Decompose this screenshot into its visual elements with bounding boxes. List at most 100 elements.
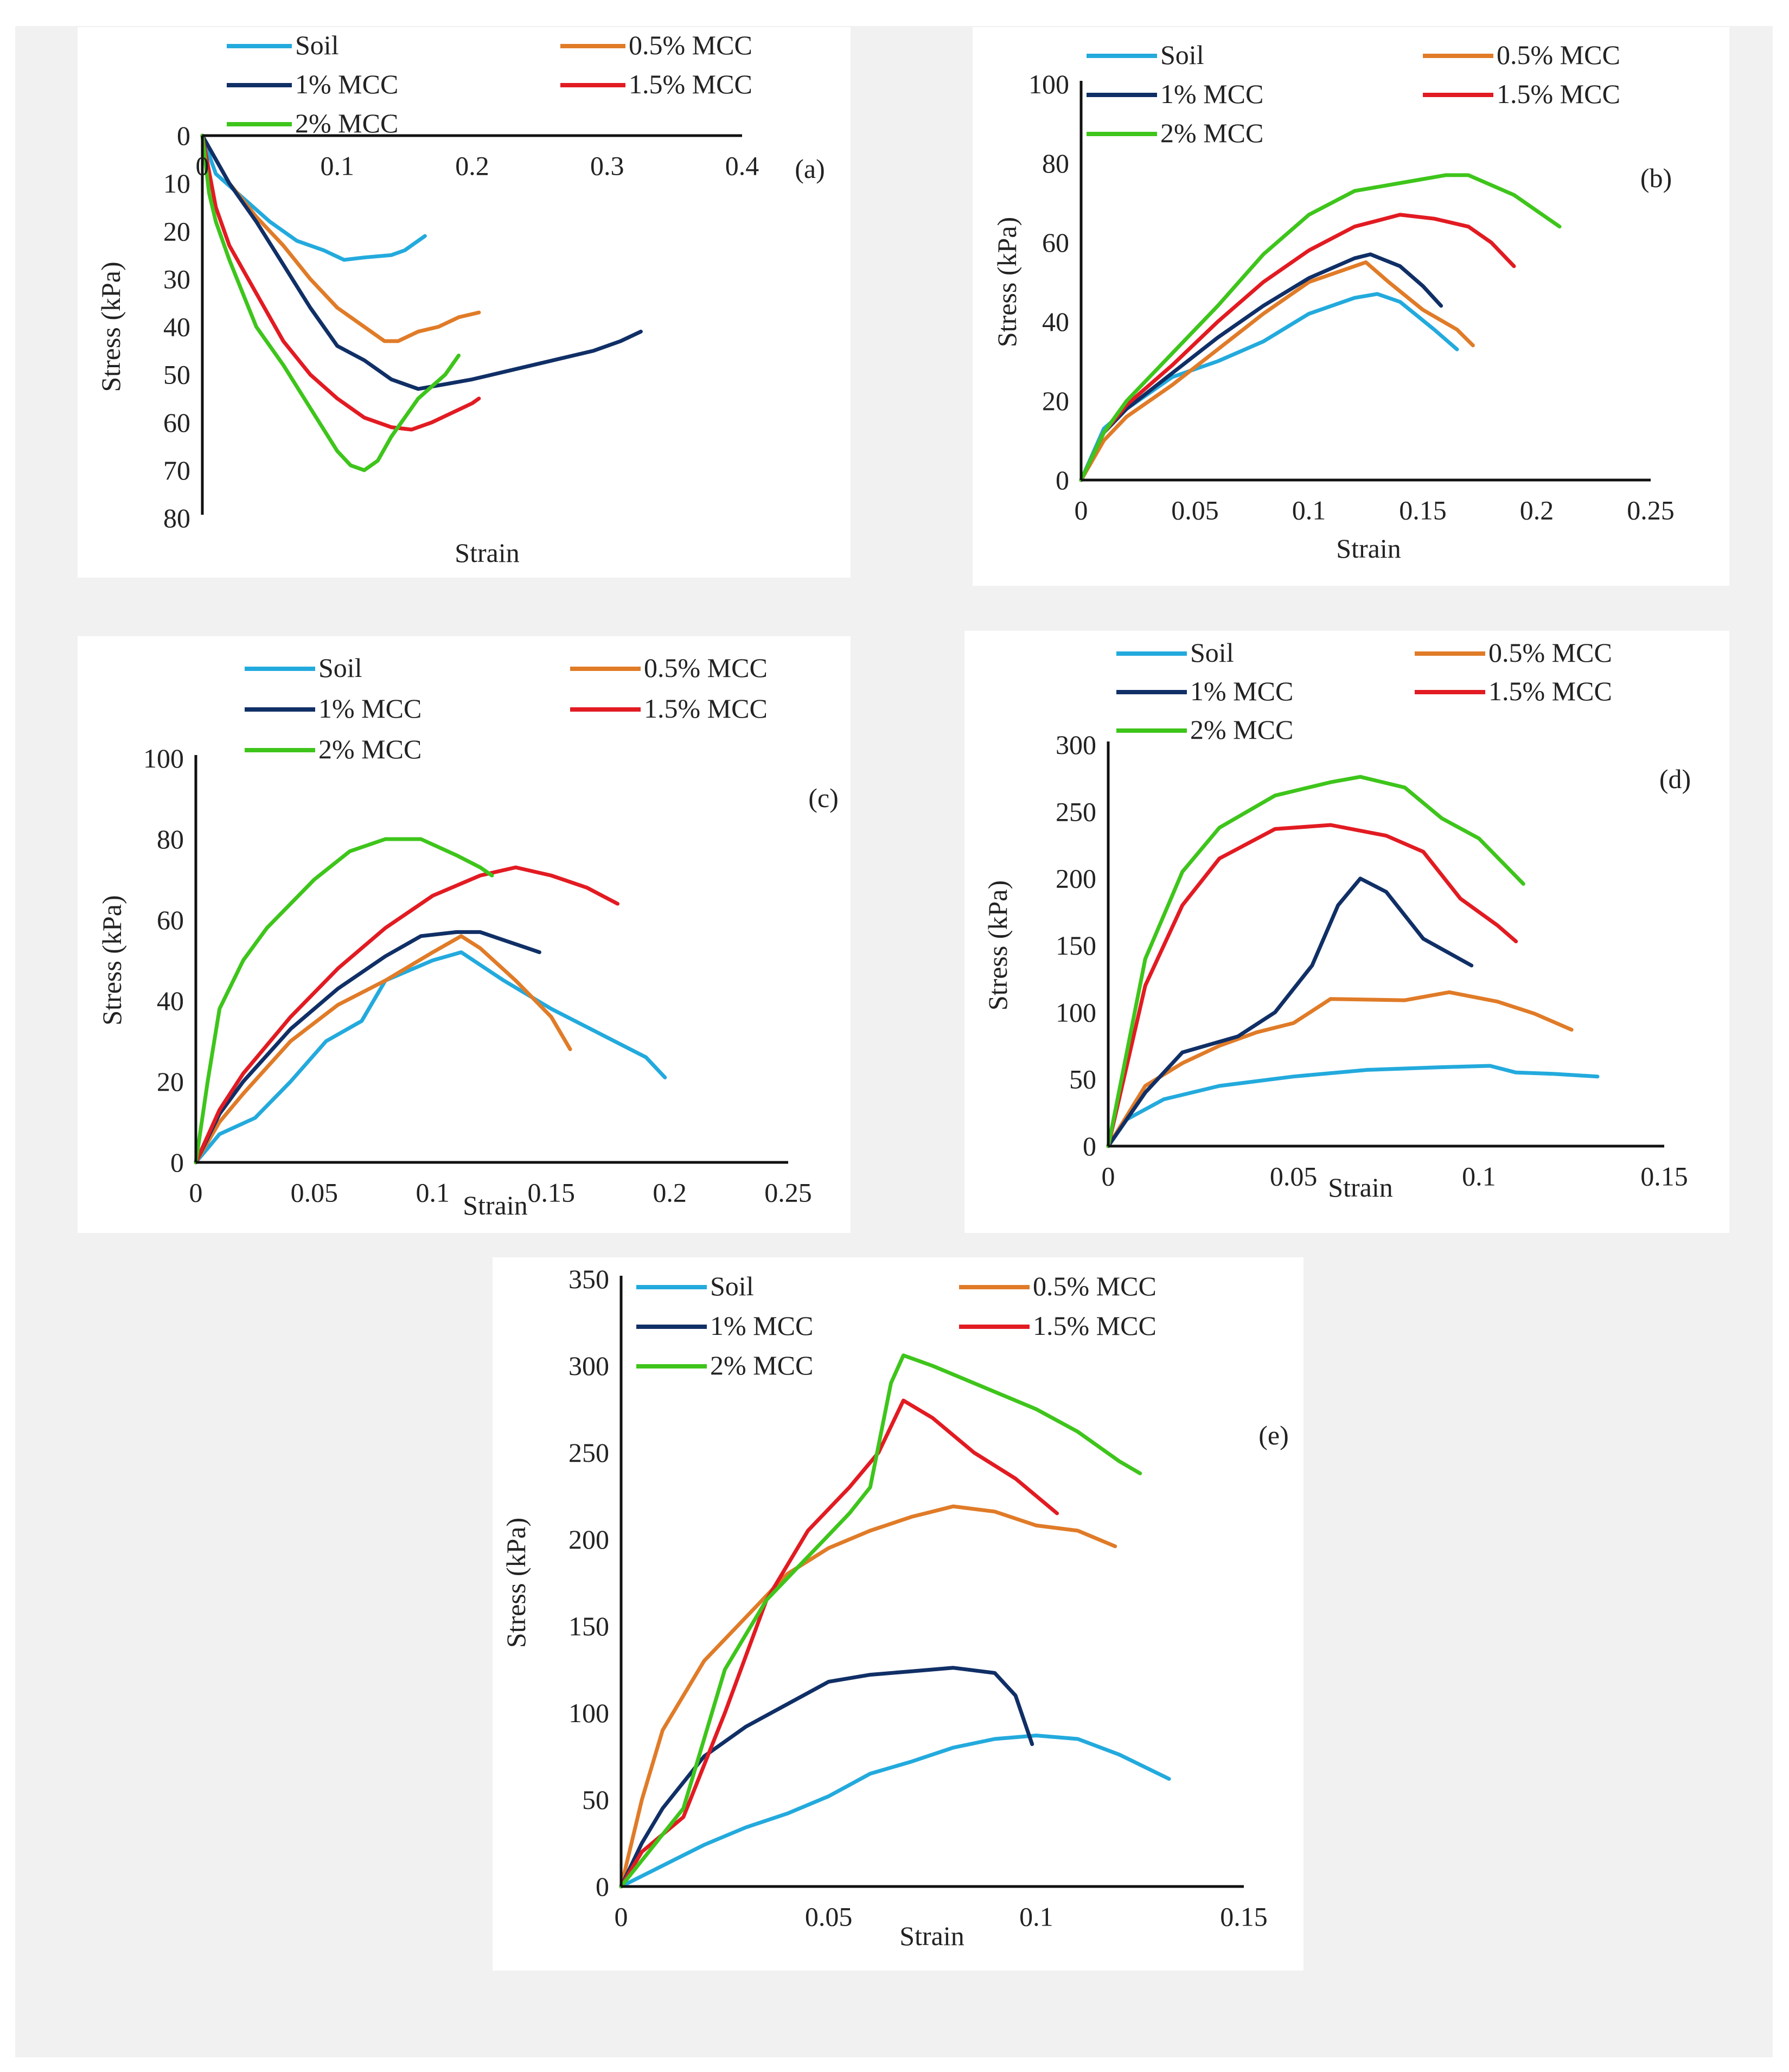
series-line-mcc2 [1106, 775, 1525, 1148]
x-tick-label: 0 [615, 1902, 628, 1932]
legend-label-mcc15: 1.5% MCC [644, 693, 768, 724]
y-tick-label: 250 [1056, 796, 1096, 827]
x-tick-label: 0.1 [1292, 495, 1326, 526]
x-tick-label: 0.15 [527, 1178, 574, 1208]
legend-label-mcc05: 0.5% MCC [629, 30, 752, 60]
y-tick-label: 300 [568, 1351, 609, 1381]
x-axis-title: Strain [899, 1921, 964, 1951]
y-tick-label: 0 [170, 1147, 184, 1178]
series-line-mcc05 [1079, 260, 1475, 482]
x-axis-title: Strain [1328, 1172, 1392, 1203]
series-line-soil [619, 1734, 1171, 1889]
legend-label-mcc1: 1% MCC [295, 69, 398, 99]
chart-b: 0 20 40 60 80 100 0 0.05 0.1 0.15 0.2 0.25 Strain Str… [992, 40, 1675, 564]
legend-label-soil: Soil [295, 30, 339, 60]
y-tick-label: 150 [568, 1611, 609, 1641]
legend-label-mcc2: 2% MCC [1160, 118, 1263, 148]
panel-e: 0 50 100 150 200 250 300 350 0 0.05 0.1 0.15 Strain S… [493, 1257, 1304, 1971]
series-line-mcc15 [1079, 213, 1516, 482]
x-axis-title: Strain [1336, 533, 1401, 564]
y-axis-title: Stress (kPa) [501, 1518, 531, 1648]
panel-label: (d) [1659, 764, 1691, 794]
x-tick-label: 0.15 [1220, 1902, 1268, 1932]
legend-label-mcc2: 2% MCC [1190, 714, 1293, 745]
legend-label-mcc1: 1% MCC [1160, 79, 1263, 109]
y-tick-label: 80 [163, 503, 190, 533]
y-tick-label: 40 [163, 312, 190, 342]
y-tick-label: 80 [1042, 148, 1069, 178]
series-line-mcc2 [619, 1353, 1142, 1889]
series-line-mcc15 [1106, 823, 1518, 1148]
y-tick-label: 20 [1042, 386, 1069, 416]
series-line-mcc15 [194, 865, 619, 1165]
y-tick-label: 60 [1042, 227, 1069, 258]
x-tick-label: 0.2 [1520, 495, 1554, 526]
y-tick-label: 200 [1056, 864, 1096, 894]
x-tick-label: 0.15 [1399, 495, 1447, 526]
x-tick-label: 0.25 [764, 1178, 812, 1208]
x-tick-label: 0.3 [590, 151, 624, 181]
x-tick-label: 0.1 [416, 1178, 450, 1208]
chart-c: 0 20 40 60 80 100 0 0.05 0.1 0.15 0.2 0.25 Strain Str… [97, 653, 839, 1220]
panel-b: 0 20 40 60 80 100 0 0.05 0.1 0.15 0.2 0.25 Strain Str… [973, 27, 1729, 586]
y-tick-label: 100 [1056, 997, 1096, 1027]
y-tick-label: 200 [568, 1524, 609, 1555]
series-line-mcc1 [1079, 252, 1443, 482]
y-tick-label: 60 [157, 905, 184, 935]
legend-label-mcc05: 0.5% MCC [1488, 637, 1612, 668]
legend-label-mcc1: 1% MCC [710, 1310, 813, 1341]
x-axis-title: Strain [463, 1190, 527, 1220]
legend-label-soil: Soil [1190, 637, 1234, 668]
series-line-mcc15 [200, 133, 481, 432]
legend-label-mcc15: 1.5% MCC [1033, 1310, 1157, 1341]
y-tick-label: 0 [596, 1871, 609, 1902]
x-tick-label: 0.05 [805, 1902, 853, 1932]
y-tick-label: 40 [1042, 306, 1069, 337]
series-line-mcc05 [200, 133, 481, 343]
x-tick-label: 0 [1102, 1161, 1115, 1192]
y-tick-label: 50 [163, 360, 190, 390]
y-tick-label: 50 [1069, 1064, 1096, 1095]
series-line-mcc1 [200, 133, 643, 391]
legend-label-mcc1: 1% MCC [1190, 676, 1293, 706]
y-axis-title: Stress (kPa) [95, 261, 126, 392]
series-line-mcc1 [194, 930, 541, 1165]
legend-label-mcc15: 1.5% MCC [1497, 79, 1620, 109]
series-line-mcc1 [1106, 877, 1474, 1148]
y-tick-label: 350 [568, 1264, 609, 1294]
y-tick-label: 100 [143, 743, 184, 773]
series-line-soil [200, 133, 427, 262]
y-tick-label: 0 [1083, 1131, 1096, 1161]
series-line-mcc05 [1106, 990, 1574, 1148]
y-tick-label: 250 [568, 1437, 609, 1468]
x-tick-label: 0 [1075, 495, 1088, 526]
panel-label: (e) [1258, 1420, 1289, 1450]
legend-label-mcc15: 1.5% MCC [1488, 676, 1612, 706]
y-tick-label: 80 [157, 824, 184, 854]
x-tick-label: 0.2 [653, 1178, 687, 1208]
panel-c: 0 20 40 60 80 100 0 0.05 0.1 0.15 0.2 0.25 Strain Str… [78, 636, 851, 1233]
y-tick-label: 20 [157, 1066, 184, 1097]
legend-label-mcc2: 2% MCC [710, 1350, 813, 1380]
x-tick-label: 0.25 [1627, 495, 1675, 526]
x-tick-label: 0.05 [1171, 495, 1219, 526]
x-tick-label: 0.15 [1640, 1161, 1688, 1192]
x-tick-label: 0 [196, 151, 209, 181]
series-line-mcc1 [619, 1666, 1034, 1889]
chart-d: 0 50 100 150 200 250 300 0 0.05 0.1 0.15 Strain Stre… [982, 637, 1691, 1203]
legend-label-mcc05: 0.5% MCC [1033, 1271, 1157, 1301]
series-line-mcc15 [619, 1398, 1059, 1889]
panel-label: (b) [1640, 163, 1672, 193]
y-tick-label: 70 [163, 455, 190, 485]
panel-a: 0 10 20 30 40 50 60 70 80 0 0.1 0.2 0.3 0.4 Strain Stre… [78, 27, 851, 578]
legend-label-mcc1: 1% MCC [318, 693, 421, 724]
legend-label-mcc2: 2% MCC [295, 108, 398, 138]
y-tick-label: 40 [157, 986, 184, 1016]
x-tick-label: 0.05 [291, 1178, 338, 1208]
y-tick-label: 60 [163, 407, 190, 438]
series-line-mcc2 [200, 133, 461, 472]
legend-label-soil: Soil [710, 1271, 754, 1301]
y-axis-title: Stress (kPa) [982, 880, 1013, 1011]
x-tick-label: 0.4 [725, 151, 759, 181]
